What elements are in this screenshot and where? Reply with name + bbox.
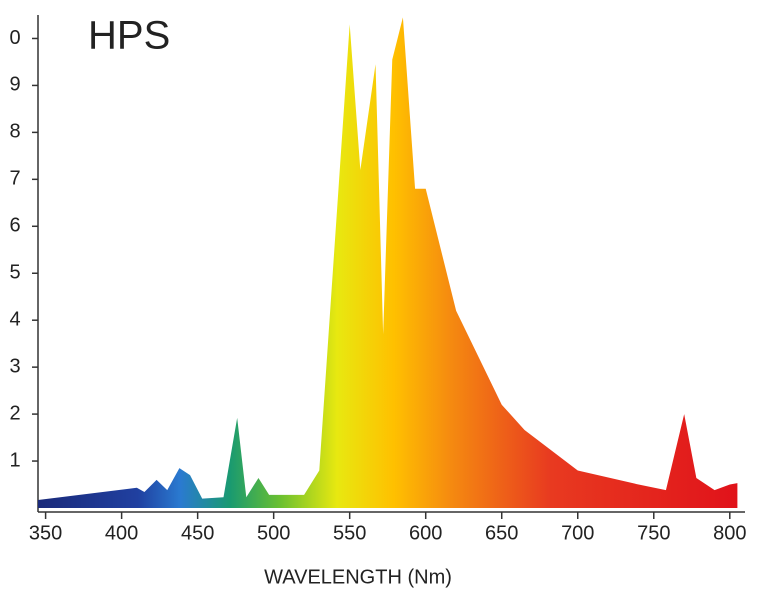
spectrum-area: [38, 17, 738, 508]
y-tick-label: 9: [9, 74, 20, 96]
x-tick-label: 650: [485, 522, 518, 544]
y-tick-label: 7: [9, 168, 20, 190]
x-tick-label: 600: [409, 522, 442, 544]
x-tick-label: 700: [561, 522, 594, 544]
y-tick-label: 4: [9, 308, 20, 330]
y-tick-label: 6: [9, 215, 20, 237]
x-tick-label: 750: [637, 522, 670, 544]
y-tick-label: 3: [9, 355, 20, 377]
x-tick-label: 500: [257, 522, 290, 544]
x-tick-label: 450: [181, 522, 214, 544]
x-axis-label: WAVELENGTH (Nm): [264, 566, 452, 588]
y-tick-label: 1: [9, 449, 20, 471]
x-tick-label: 550: [333, 522, 366, 544]
chart-title: HPS: [88, 14, 170, 58]
x-tick-label: 350: [29, 522, 62, 544]
x-tick-label: 800: [713, 522, 746, 544]
y-tick-label: 5: [9, 262, 20, 284]
y-tick-label: 2: [9, 402, 20, 424]
y-tick-label: 0: [9, 27, 20, 49]
x-tick-label: 400: [105, 522, 138, 544]
y-tick-label: 8: [9, 121, 20, 143]
